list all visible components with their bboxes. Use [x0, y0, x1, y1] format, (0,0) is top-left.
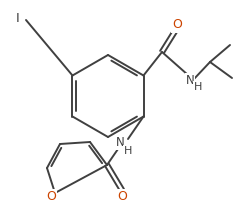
Text: H: H [124, 146, 132, 156]
Text: N: N [186, 74, 194, 87]
Text: O: O [172, 18, 182, 31]
Text: H: H [194, 82, 202, 92]
Text: O: O [46, 189, 56, 202]
Text: O: O [117, 189, 127, 202]
Text: I: I [16, 12, 20, 25]
Text: N: N [116, 136, 124, 150]
